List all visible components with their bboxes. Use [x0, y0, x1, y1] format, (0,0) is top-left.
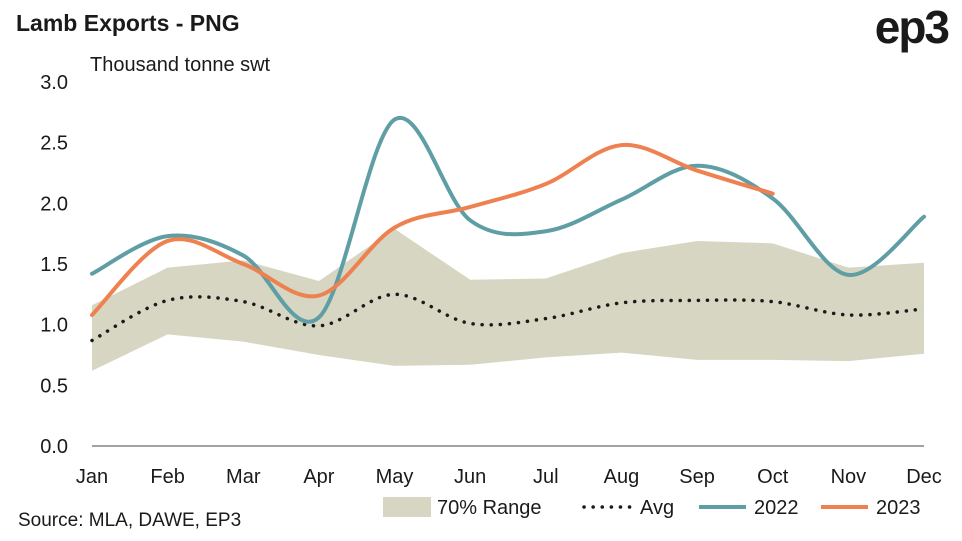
x-tick-label-feb: Feb — [150, 466, 184, 488]
legend-swatch-range — [383, 497, 431, 517]
x-tick-label-aug: Aug — [604, 466, 640, 488]
legend-label-2022: 2022 — [754, 497, 799, 519]
x-tick-label-apr: Apr — [303, 466, 334, 488]
y-tick-label: 3.0 — [40, 72, 68, 94]
y-tick-label: 0.5 — [40, 375, 68, 397]
x-tick-label-may: May — [376, 466, 414, 488]
y-tick-label: 1.0 — [40, 315, 68, 337]
x-tick-label-dec: Dec — [906, 466, 942, 488]
x-tick-label-jul: Jul — [533, 466, 559, 488]
y-tick-label: 2.0 — [40, 193, 68, 215]
y-tick-label: 1.5 — [40, 254, 68, 276]
source-note: Source: MLA, DAWE, EP3 — [18, 510, 242, 531]
y-tick-label: 0.0 — [40, 436, 68, 458]
legend-label-2023: 2023 — [876, 497, 921, 519]
ep3-logo: ep3 — [874, 1, 950, 53]
chart-title: Lamb Exports - PNG — [16, 10, 240, 36]
legend-label-avg: Avg — [640, 497, 674, 519]
legend-label-range: 70% Range — [437, 497, 542, 519]
y-axis-unit-label: Thousand tonne swt — [90, 54, 271, 76]
x-tick-label-sep: Sep — [679, 466, 715, 488]
x-tick-label-jan: Jan — [76, 466, 108, 488]
series-line-2023 — [90, 143, 775, 317]
y-tick-label: 2.5 — [40, 133, 68, 155]
series-line-avg — [90, 292, 926, 343]
range-band-70pct — [92, 228, 924, 371]
x-tick-label-nov: Nov — [831, 466, 867, 488]
x-tick-label-jun: Jun — [454, 466, 486, 488]
x-tick-label-oct: Oct — [757, 466, 789, 488]
x-tick-label-mar: Mar — [226, 466, 261, 488]
